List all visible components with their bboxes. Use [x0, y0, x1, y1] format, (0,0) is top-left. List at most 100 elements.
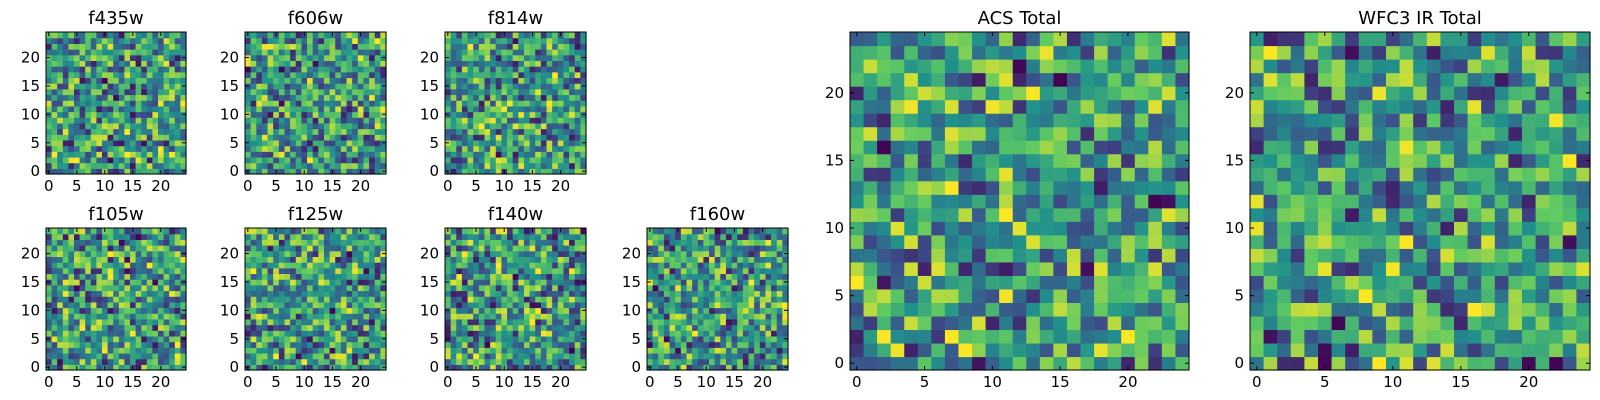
heatmap-cell — [85, 37, 92, 44]
heatmap-cell — [51, 347, 58, 354]
heatmap-cell — [158, 233, 165, 240]
heatmap-cell — [714, 347, 721, 354]
heatmap-cell — [146, 273, 153, 280]
heatmap-cell — [490, 273, 497, 280]
heatmap-cell — [580, 256, 587, 263]
heatmap-cell — [62, 228, 69, 235]
heatmap-cell — [523, 290, 531, 297]
heatmap-cell — [703, 318, 710, 326]
heatmap-cell — [318, 37, 325, 44]
heatmap-cell — [146, 111, 153, 118]
y-tick-label: 5 — [229, 134, 239, 152]
heatmap-cell — [261, 358, 269, 365]
heatmap-cell — [1107, 342, 1122, 358]
heatmap-cell — [267, 71, 274, 79]
heatmap-cell — [74, 60, 81, 67]
heatmap-cell — [552, 364, 559, 371]
heatmap-cell — [1175, 275, 1190, 290]
heatmap-cell — [478, 100, 486, 107]
heatmap-cell — [999, 207, 1014, 222]
heatmap-cell — [62, 245, 69, 252]
heatmap-cell — [877, 342, 892, 358]
heatmap-cell — [113, 156, 120, 164]
heatmap-cell — [445, 66, 452, 73]
heatmap-cell — [62, 262, 69, 269]
heatmap-cell — [158, 43, 165, 50]
heatmap-cell — [850, 315, 865, 331]
heatmap-cell — [273, 290, 280, 297]
heatmap-cell — [473, 71, 480, 79]
heatmap-cell — [245, 352, 252, 360]
heatmap-cell — [675, 250, 682, 257]
heatmap-cell — [985, 153, 1000, 168]
heatmap-cell — [62, 128, 69, 135]
heatmap-cell — [523, 324, 531, 331]
heatmap-cell — [51, 32, 58, 39]
heatmap-cell — [312, 290, 319, 297]
heatmap-cell — [473, 324, 480, 331]
heatmap-cell — [79, 43, 86, 50]
heatmap-cell — [278, 313, 286, 320]
heatmap-cell — [1161, 248, 1177, 263]
heatmap-cell — [141, 156, 148, 164]
heatmap-cell — [318, 279, 325, 286]
heatmap-cell — [256, 100, 263, 107]
heatmap-cell — [152, 83, 159, 90]
heatmap-cell — [295, 162, 302, 169]
heatmap-cell — [158, 341, 165, 348]
heatmap-cell — [146, 279, 153, 286]
heatmap-cell — [335, 256, 342, 263]
heatmap-cell — [352, 358, 359, 365]
heatmap-cell — [518, 256, 525, 263]
heatmap-cell — [1026, 302, 1041, 317]
heatmap-cell — [1066, 315, 1082, 331]
heatmap-cell — [295, 71, 302, 79]
heatmap-cell — [307, 117, 314, 124]
heatmap-cell — [163, 168, 170, 175]
heatmap-cell — [725, 307, 733, 314]
heatmap-cell — [501, 151, 508, 158]
heatmap-cell — [1175, 194, 1190, 209]
heatmap-cell — [267, 128, 274, 135]
heatmap-cell — [107, 77, 114, 84]
heatmap-cell — [518, 239, 525, 246]
heatmap-cell — [703, 290, 710, 297]
heatmap-cell — [523, 313, 531, 320]
heatmap-cell — [512, 49, 519, 56]
heatmap-cell — [518, 88, 525, 96]
heatmap-cell — [495, 228, 502, 235]
heatmap-cell — [357, 71, 365, 79]
heatmap-cell — [295, 358, 302, 365]
heatmap-cell — [540, 301, 548, 309]
heatmap-cell — [68, 151, 75, 158]
heatmap-cell — [574, 54, 581, 61]
heatmap-cell — [574, 94, 581, 101]
heatmap-cell — [357, 279, 365, 286]
heatmap-cell — [318, 32, 325, 39]
heatmap-cell — [518, 245, 525, 252]
heatmap-cell — [523, 77, 531, 84]
heatmap-cell — [1094, 167, 1109, 182]
heatmap-cell — [169, 279, 176, 286]
heatmap-cell — [714, 358, 721, 365]
heatmap-cell — [113, 105, 120, 113]
heatmap-cell — [574, 77, 581, 84]
heatmap-cell — [278, 364, 286, 371]
heatmap-cell — [484, 250, 491, 257]
heatmap-cell — [346, 49, 353, 56]
heatmap-cell — [130, 324, 137, 331]
heatmap-cell — [574, 318, 581, 326]
heatmap-cell — [295, 279, 302, 286]
heatmap-cell — [307, 256, 314, 263]
heatmap-cell — [163, 318, 170, 326]
heatmap-cell — [68, 284, 75, 292]
heatmap-cell — [529, 88, 536, 96]
heatmap-cell — [507, 168, 514, 175]
heatmap-cell — [557, 94, 565, 101]
heatmap-cell — [79, 364, 86, 371]
heatmap-cell — [495, 128, 502, 135]
heatmap-cell — [295, 347, 302, 354]
heatmap-cell — [329, 347, 336, 354]
heatmap-cell — [312, 245, 319, 252]
heatmap-cell — [776, 284, 783, 292]
